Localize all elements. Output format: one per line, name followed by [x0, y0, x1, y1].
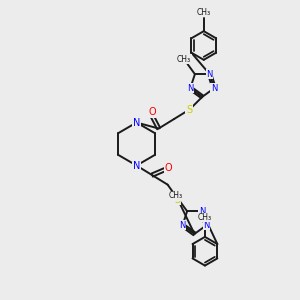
Text: N: N — [133, 160, 140, 170]
Text: N: N — [133, 118, 140, 128]
Text: N: N — [206, 70, 213, 79]
Text: N: N — [203, 221, 210, 230]
Text: N: N — [187, 84, 194, 93]
Text: CH₃: CH₃ — [198, 213, 212, 222]
Text: CH₃: CH₃ — [197, 8, 211, 17]
Text: N: N — [211, 84, 217, 93]
Text: S: S — [186, 105, 192, 115]
Text: N: N — [199, 207, 205, 216]
Text: O: O — [164, 163, 172, 173]
Text: CH₃: CH₃ — [177, 55, 191, 64]
Text: O: O — [148, 107, 156, 117]
Text: S: S — [175, 195, 181, 205]
Text: CH₃: CH₃ — [169, 191, 183, 200]
Text: N: N — [179, 221, 186, 230]
